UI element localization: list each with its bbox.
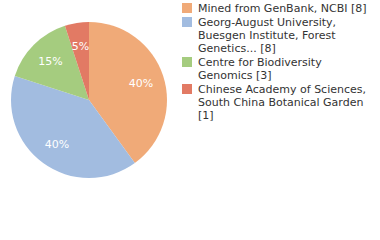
- html-text:Mined from GenBank, NCBI [8]: Mined from GenBank, NCBI [8]: [198, 2, 367, 15]
- svg-text:15%: 15%: [38, 55, 62, 68]
- svg-text:40%: 40%: [45, 138, 69, 151]
- svg-text:40%: 40%: [129, 77, 153, 90]
- html-text:Georg-August University, Buesg: Georg-August University, Buesgen Institu…: [198, 16, 336, 55]
- html-text:Chinese Academy of Sciences, S: Chinese Academy of Sciences, South China…: [198, 83, 366, 122]
- html-text:Centre for Biodiversity Genomi: Centre for Biodiversity Genomics [3]: [198, 56, 322, 82]
- svg-text:5%: 5%: [72, 40, 89, 53]
